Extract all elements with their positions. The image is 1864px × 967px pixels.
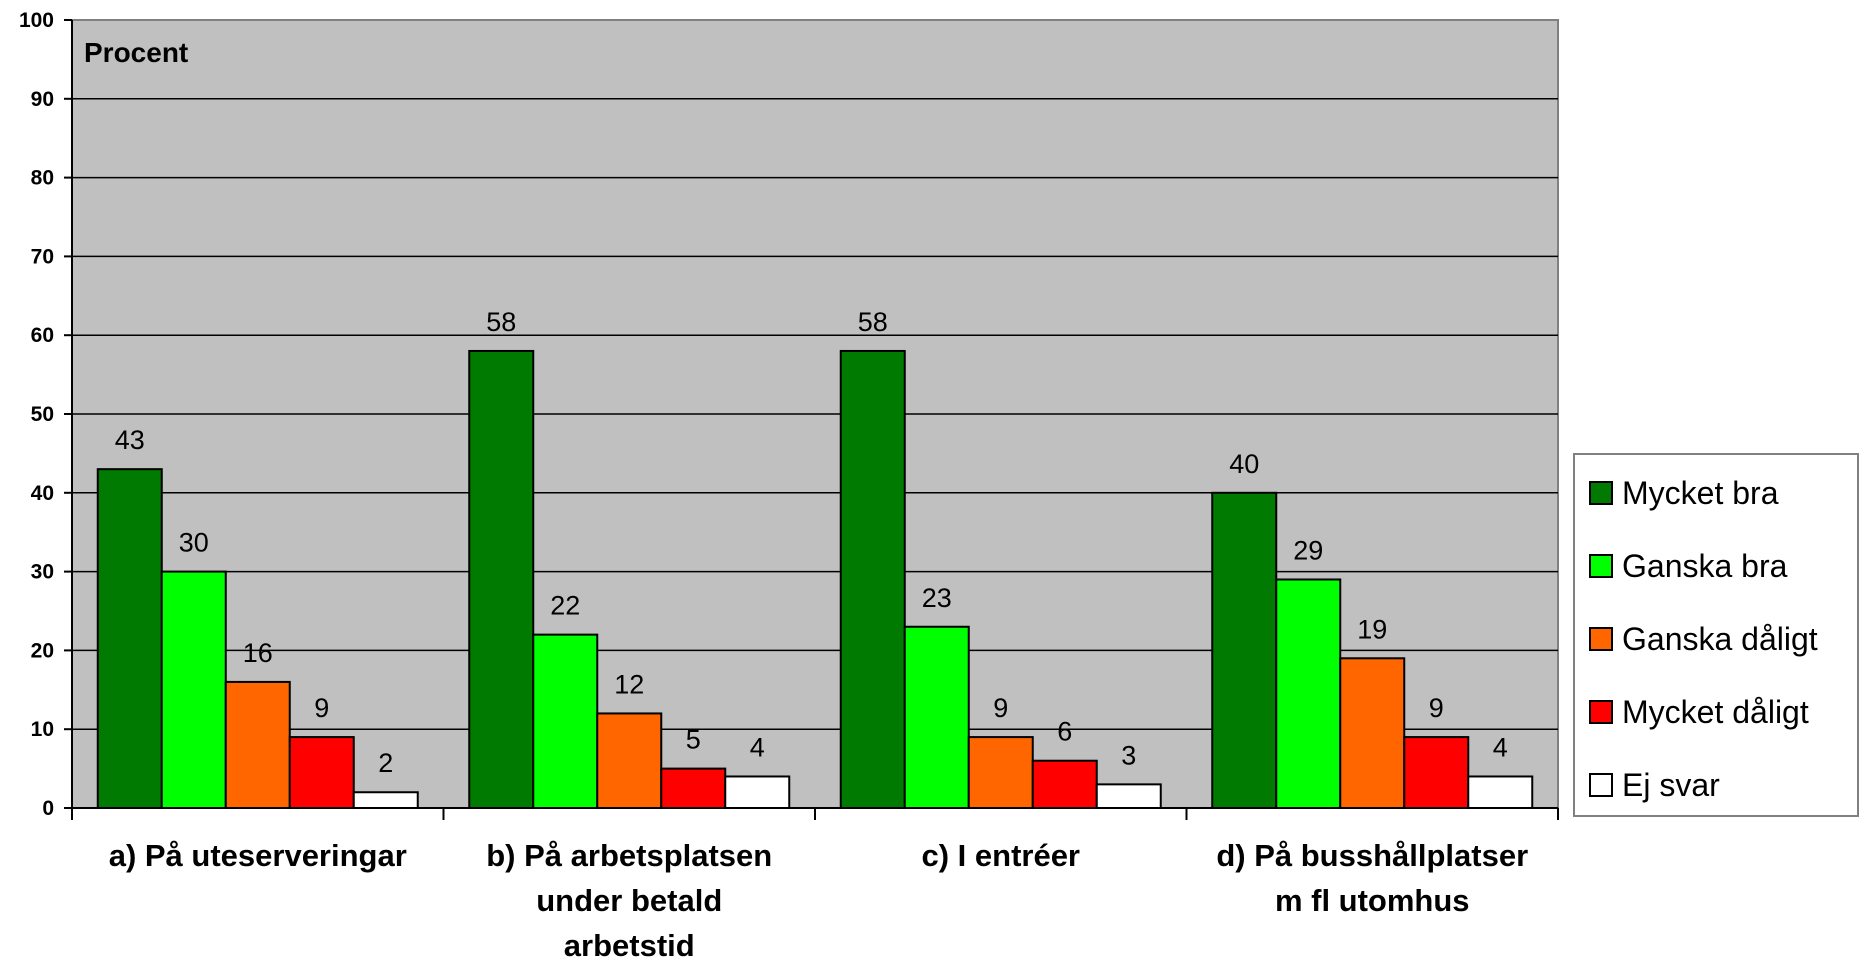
bar — [1403, 736, 1470, 810]
legend-label: Ej svar — [1622, 767, 1720, 803]
bar-value-label: 23 — [922, 583, 952, 613]
bar-value-label: 9 — [1429, 693, 1444, 723]
bar — [596, 712, 663, 809]
bar-value-label: 22 — [550, 591, 580, 621]
bar-value-label: 9 — [314, 693, 329, 723]
bar-value-label: 30 — [179, 528, 209, 558]
bar-value-label: 19 — [1357, 614, 1387, 644]
bar-value-label: 12 — [614, 669, 644, 699]
bar — [1031, 759, 1098, 809]
bar — [1095, 783, 1162, 809]
bar-value-label: 58 — [486, 307, 516, 337]
y-tick-label: 100 — [19, 9, 54, 32]
bar — [96, 468, 163, 809]
bar — [724, 775, 791, 809]
category-label: d) På busshållplatser — [1216, 838, 1528, 873]
bar-value-label: 29 — [1293, 535, 1323, 565]
legend-box — [1573, 453, 1859, 817]
bar-value-label: 2 — [378, 748, 393, 778]
bar — [1211, 491, 1278, 809]
legend-label: Ganska bra — [1622, 548, 1788, 584]
category-label: under betald — [536, 883, 722, 918]
y-tick-label: 0 — [42, 797, 54, 820]
legend: Mycket bra Ganska bra Ganska dåligt Mycket … — [1573, 453, 1859, 817]
legend-swatch — [1589, 481, 1613, 505]
legend-swatch — [1589, 773, 1613, 797]
bar — [660, 767, 727, 809]
y-tick-label: 90 — [31, 88, 54, 111]
y-tick-label: 80 — [31, 167, 54, 190]
bar — [1467, 775, 1534, 809]
bar-value-label: 16 — [243, 638, 273, 668]
y-tick-label: 20 — [31, 639, 54, 662]
legend-label: Mycket dåligt — [1622, 694, 1809, 730]
bar-value-label: 58 — [858, 307, 888, 337]
bar-value-label: 9 — [993, 693, 1008, 723]
y-tick-label: 70 — [31, 245, 54, 268]
bar — [903, 625, 970, 810]
unit-label: Procent — [84, 37, 188, 68]
bar — [352, 791, 419, 809]
category-labels: a) På uteserveringar b) På arbetsplatsen u… — [109, 838, 1528, 963]
bar — [1275, 578, 1342, 809]
bar-value-label: 4 — [1493, 732, 1508, 762]
legend-label: Mycket bra — [1622, 475, 1779, 511]
bar — [967, 736, 1034, 810]
bar-value-label: 4 — [750, 732, 765, 762]
category-label: arbetstid — [564, 928, 695, 963]
bars — [96, 349, 1534, 810]
bar — [160, 570, 227, 809]
bar — [1339, 657, 1406, 810]
bar — [224, 680, 291, 809]
bar-value-label: 40 — [1229, 449, 1259, 479]
bar-value-label: 6 — [1057, 717, 1072, 747]
bar-value-label: 3 — [1121, 740, 1136, 770]
y-tick-label: 30 — [31, 561, 54, 584]
bar — [532, 633, 599, 810]
legend-label: Ganska dåligt — [1622, 621, 1818, 657]
bar-value-label: 5 — [686, 725, 701, 755]
category-label: b) På arbetsplatsen — [486, 838, 772, 873]
bar — [468, 349, 535, 809]
legend-swatch — [1589, 554, 1613, 578]
category-label: c) I entréer — [921, 838, 1080, 873]
bar-value-label: 43 — [115, 425, 145, 455]
y-tick-label: 10 — [31, 718, 54, 741]
legend-swatch — [1589, 627, 1613, 651]
y-tick-label: 40 — [31, 482, 54, 505]
y-tick-label: 50 — [31, 403, 54, 426]
category-label: m fl utomhus — [1275, 883, 1470, 918]
x-axis — [71, 807, 1559, 820]
y-axis: 0 10 20 30 40 50 60 70 80 90 100 — [19, 9, 73, 820]
category-label: a) På uteserveringar — [109, 838, 407, 873]
bar — [288, 736, 355, 810]
y-tick-label: 60 — [31, 324, 54, 347]
legend-swatch — [1589, 700, 1613, 724]
bar — [839, 349, 906, 809]
